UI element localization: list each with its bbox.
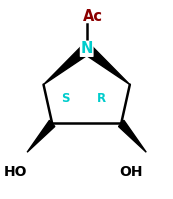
Text: S: S xyxy=(61,92,69,105)
Polygon shape xyxy=(119,120,146,152)
Text: R: R xyxy=(97,92,106,105)
Polygon shape xyxy=(84,44,130,85)
Text: OH: OH xyxy=(119,165,142,179)
Text: Ac: Ac xyxy=(83,9,103,24)
Polygon shape xyxy=(27,120,55,152)
Text: N: N xyxy=(80,41,93,56)
Polygon shape xyxy=(44,44,90,85)
Text: HO: HO xyxy=(3,165,27,179)
